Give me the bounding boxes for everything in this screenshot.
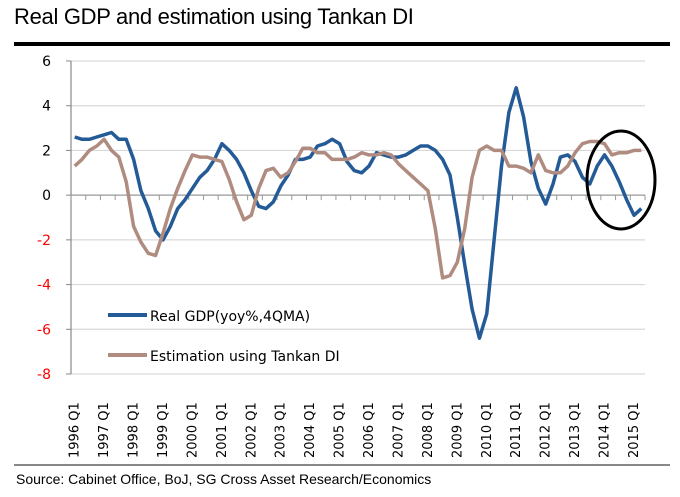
x-tick-label: 2011 Q1 <box>509 402 524 458</box>
x-tick-label: 2008 Q1 <box>421 402 436 458</box>
x-tick-label: 2014 Q1 <box>598 402 613 458</box>
x-tick-label: 2009 Q1 <box>450 402 465 458</box>
x-tick-label: 2004 Q1 <box>303 402 318 458</box>
y-tick-label: 0 <box>42 188 51 204</box>
y-tick-label: 6 <box>42 54 51 70</box>
series-line-tankan-estimation <box>73 137 642 280</box>
chart-title: Real GDP and estimation using Tankan DI <box>14 4 414 29</box>
gridlines <box>71 60 645 375</box>
y-tick-label: 2 <box>42 143 51 159</box>
x-tick-label: 2012 Q1 <box>539 402 554 458</box>
x-tick-label: 1996 Q1 <box>68 402 83 458</box>
legend-label-real-gdp: Real GDP(yoy%,4QMA) <box>150 309 310 325</box>
highlight-ellipse <box>585 129 657 231</box>
y-tick-label: -4 <box>37 278 51 294</box>
y-tick-label: -2 <box>37 233 51 249</box>
legend-label-tankan: Estimation using Tankan DI <box>150 349 340 365</box>
y-tick-label: 4 <box>42 99 51 115</box>
x-tick-label: 1997 Q1 <box>97 402 112 458</box>
y-tick-label: -6 <box>37 322 51 338</box>
footer-divider <box>14 464 670 466</box>
x-tick-label: 1999 Q1 <box>156 402 171 458</box>
x-tick-label: 2005 Q1 <box>333 402 348 458</box>
x-tick-label: 2013 Q1 <box>568 402 583 458</box>
x-tick-labels: 1996 Q1 1997 Q1 1998 Q1 1999 Q1 2000 Q1 2001 … <box>68 402 642 458</box>
x-tick-label: 2010 Q1 <box>480 402 495 458</box>
x-tick-label: 2002 Q1 <box>244 402 259 458</box>
x-tick-label: 2015 Q1 <box>627 402 642 458</box>
x-tick-label: 2003 Q1 <box>274 402 289 458</box>
series-lines <box>73 86 643 340</box>
x-tick-label: 2006 Q1 <box>362 402 377 458</box>
x-tick-label: 2000 Q1 <box>185 402 200 458</box>
x-tick-label: 2001 Q1 <box>215 402 230 458</box>
series-line-real-gdp <box>74 86 643 340</box>
y-tick-label: -8 <box>37 367 51 383</box>
y-tick-labels: 6 4 2 0 -2 -4 -6 -8 <box>37 54 51 383</box>
x-tick-label: 2007 Q1 <box>391 402 406 458</box>
source-note: Source: Cabinet Office, BoJ, SG Cross As… <box>16 471 432 487</box>
title-divider <box>14 42 670 46</box>
legend: Real GDP(yoy%,4QMA) Estimation using Tan… <box>108 309 340 365</box>
x-tick-label: 1998 Q1 <box>127 402 142 458</box>
